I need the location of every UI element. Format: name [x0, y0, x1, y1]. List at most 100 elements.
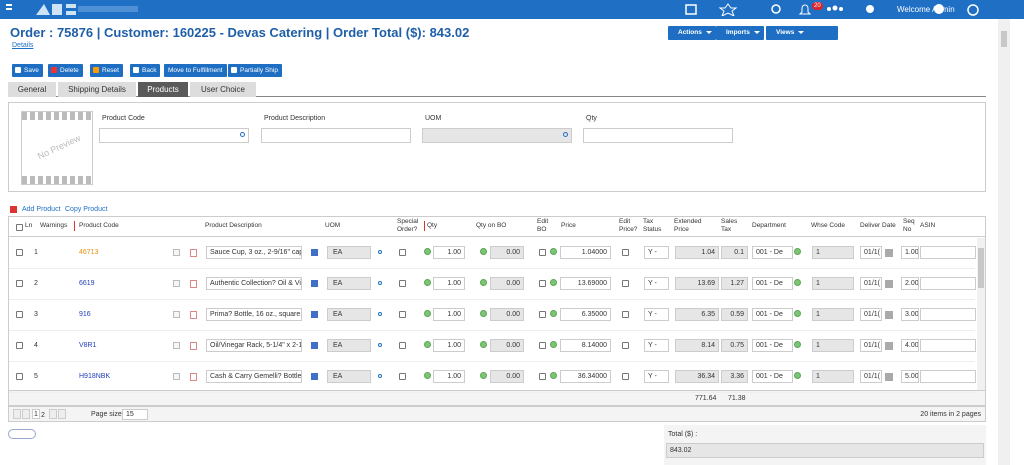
description-input[interactable]: Authentic Collection? Oil & Vi: [206, 277, 302, 290]
product-code[interactable]: V8R1: [79, 342, 97, 349]
whse-input[interactable]: 1: [812, 277, 854, 290]
column-header[interactable]: Edit BO: [537, 218, 549, 233]
extended-price[interactable]: 36.34: [675, 370, 719, 383]
price-input[interactable]: 8.14000: [560, 339, 611, 352]
column-header[interactable]: Price: [561, 222, 576, 229]
calendar-icon[interactable]: [885, 249, 893, 257]
qty-input[interactable]: 1.00: [433, 308, 465, 321]
column-header[interactable]: Product Code: [79, 222, 119, 229]
qty-input[interactable]: 1.00: [433, 339, 465, 352]
tax-select[interactable]: Y -: [644, 308, 669, 321]
toolbar-button[interactable]: Back: [130, 64, 161, 77]
column-header[interactable]: Deliver Date: [860, 222, 896, 229]
special-order-checkbox[interactable]: [399, 280, 406, 287]
pager-nav[interactable]: [49, 409, 57, 419]
department-select[interactable]: 001 - De: [752, 246, 793, 259]
uom-input[interactable]: EA: [327, 308, 371, 321]
toggle[interactable]: [8, 429, 36, 439]
column-header[interactable]: Warnings: [40, 222, 68, 229]
column-header[interactable]: UOM: [325, 222, 341, 229]
sales-tax[interactable]: 1.27: [721, 277, 748, 290]
tax-select[interactable]: Y -: [644, 339, 669, 352]
product-code[interactable]: 46713: [79, 249, 99, 256]
header-icons[interactable]: [680, 3, 980, 16]
qty-bo-input[interactable]: 0.00: [490, 308, 524, 321]
qty-bo-input[interactable]: 0.00: [490, 277, 524, 290]
whse-input[interactable]: 1: [812, 339, 854, 352]
seq-input[interactable]: 1.00: [901, 246, 919, 259]
special-order-checkbox[interactable]: [399, 249, 406, 256]
row-checkbox[interactable]: [16, 342, 23, 349]
extended-price[interactable]: 8.14: [675, 339, 719, 352]
sales-tax[interactable]: 3.36: [721, 370, 748, 383]
menu-button[interactable]: Actions: [668, 26, 716, 40]
department-select[interactable]: 001 - De: [752, 308, 793, 321]
department-select[interactable]: 001 - De: [752, 277, 793, 290]
qty-input[interactable]: 1.00: [433, 246, 465, 259]
qty-input[interactable]: 1.00: [433, 370, 465, 383]
calendar-icon[interactable]: [885, 280, 893, 288]
uom-input[interactable]: EA: [327, 277, 371, 290]
extended-price[interactable]: 6.35: [675, 308, 719, 321]
grid-action-link[interactable]: Copy Product: [65, 206, 108, 213]
uom-search-icon[interactable]: [378, 312, 382, 316]
toolbar-button[interactable]: Partially Ship: [228, 64, 282, 77]
asin-input[interactable]: [920, 370, 976, 383]
row-checkbox[interactable]: [16, 373, 23, 380]
extended-price[interactable]: 1.04: [675, 246, 719, 259]
special-order-checkbox[interactable]: [399, 373, 406, 380]
page-scrollbar[interactable]: [998, 19, 1010, 465]
toolbar-button[interactable]: Delete: [48, 64, 83, 77]
uom-search-icon[interactable]: [378, 374, 382, 378]
toolbar-button[interactable]: Move to Fulfillment: [164, 64, 227, 77]
edit-price-checkbox[interactable]: [622, 311, 629, 318]
uom-input[interactable]: EA: [327, 339, 371, 352]
asin-input[interactable]: [920, 339, 976, 352]
seq-input[interactable]: 3.00: [901, 308, 919, 321]
edit-bo-checkbox[interactable]: [539, 249, 546, 256]
seq-input[interactable]: 4.00: [901, 339, 919, 352]
qty-input[interactable]: 1.00: [433, 277, 465, 290]
column-header[interactable]: Qty: [427, 222, 438, 229]
price-input[interactable]: 6.35000: [560, 308, 611, 321]
column-header[interactable]: Department: [752, 222, 786, 229]
asin-input[interactable]: [920, 277, 976, 290]
calendar-icon[interactable]: [885, 342, 893, 350]
seq-input[interactable]: 2.00: [901, 277, 919, 290]
column-header[interactable]: Tax Status: [643, 218, 662, 233]
row-checkbox[interactable]: [16, 311, 23, 318]
search-input[interactable]: [261, 128, 411, 143]
sales-tax[interactable]: 0.1: [721, 246, 748, 259]
calendar-icon[interactable]: [885, 373, 893, 381]
qty-bo-input[interactable]: 0.00: [490, 370, 524, 383]
calendar-icon[interactable]: [885, 311, 893, 319]
pager-nav[interactable]: [22, 409, 30, 419]
column-header[interactable]: Extended Price: [674, 218, 702, 233]
special-order-checkbox[interactable]: [399, 342, 406, 349]
edit-price-checkbox[interactable]: [622, 342, 629, 349]
tax-select[interactable]: Y -: [644, 277, 669, 290]
grid-scrollbar[interactable]: [977, 238, 985, 390]
tab[interactable]: Products: [138, 82, 188, 97]
tab[interactable]: User Choice: [190, 82, 256, 97]
uom-input[interactable]: EA: [327, 246, 371, 259]
qty-bo-input[interactable]: 0.00: [490, 339, 524, 352]
edit-bo-checkbox[interactable]: [539, 342, 546, 349]
whse-input[interactable]: 1: [812, 308, 854, 321]
date-input[interactable]: 01/1(: [860, 308, 882, 321]
column-header[interactable]: Edit Price?: [619, 218, 638, 233]
details-link[interactable]: Details: [12, 42, 34, 49]
whse-input[interactable]: 1: [812, 246, 854, 259]
edit-bo-checkbox[interactable]: [539, 373, 546, 380]
page-size-select[interactable]: 15: [122, 409, 148, 420]
row-checkbox[interactable]: [16, 249, 23, 256]
price-input[interactable]: 1.04000: [560, 246, 611, 259]
date-input[interactable]: 01/1(: [860, 277, 882, 290]
column-header[interactable]: Seq No: [903, 218, 915, 233]
description-input[interactable]: Cash & Carry Gemelli? Bottle S: [206, 370, 302, 383]
date-input[interactable]: 01/1(: [860, 339, 882, 352]
uom-search-icon[interactable]: [378, 250, 382, 254]
column-header[interactable]: ASIN: [920, 222, 936, 229]
description-input[interactable]: Oil/Vinegar Rack, 5-1/4" x 2-1: [206, 339, 302, 352]
tab[interactable]: General: [8, 82, 56, 97]
